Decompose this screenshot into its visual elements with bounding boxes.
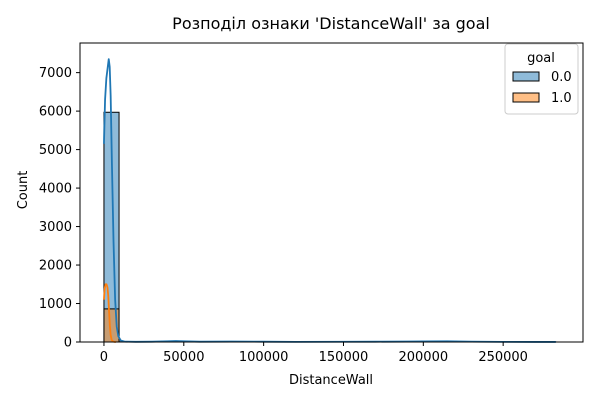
chart-title: Розподіл ознаки 'DistanceWall' за goal bbox=[172, 14, 490, 33]
y-tick-label: 4000 bbox=[39, 182, 72, 197]
series-0-bars bbox=[103, 111, 558, 343]
kde-line-0 bbox=[103, 58, 556, 343]
y-axis-ticks: 0 1000 2000 3000 4000 5000 6000 7000 bbox=[39, 66, 80, 351]
x-tick-label: 100000 bbox=[239, 350, 289, 365]
y-tick-label: 0 bbox=[64, 336, 72, 351]
y-tick-label: 5000 bbox=[39, 143, 72, 158]
legend-entry-0: 0.0 bbox=[551, 70, 572, 85]
y-tick-label: 1000 bbox=[39, 297, 72, 312]
x-axis-label: DistanceWall bbox=[289, 373, 373, 388]
axes-frame bbox=[79, 42, 584, 343]
legend-swatch-1 bbox=[512, 92, 540, 103]
legend-swatch-0 bbox=[512, 71, 540, 82]
x-tick-label: 250000 bbox=[478, 350, 528, 365]
y-tick-label: 3000 bbox=[39, 220, 72, 235]
y-tick-label: 6000 bbox=[39, 105, 72, 120]
x-tick-label: 0 bbox=[100, 350, 108, 365]
plot-area bbox=[103, 58, 558, 343]
legend-entry-1: 1.0 bbox=[551, 91, 572, 106]
x-axis-ticks: 0 50000 100000 150000 200000 250000 bbox=[100, 342, 528, 365]
kde-lines bbox=[103, 58, 556, 343]
kde-line-1 bbox=[103, 283, 116, 343]
legend-title: goal bbox=[527, 51, 555, 66]
x-tick-label: 150000 bbox=[319, 350, 369, 365]
axes-spines bbox=[79, 42, 584, 343]
x-tick-label: 50000 bbox=[163, 350, 204, 365]
legend: goal 0.0 1.0 bbox=[504, 43, 579, 115]
y-axis-label: Count bbox=[16, 171, 31, 210]
y-tick-label: 2000 bbox=[39, 259, 72, 274]
x-tick-label: 200000 bbox=[398, 350, 448, 365]
y-tick-label: 7000 bbox=[39, 66, 72, 81]
